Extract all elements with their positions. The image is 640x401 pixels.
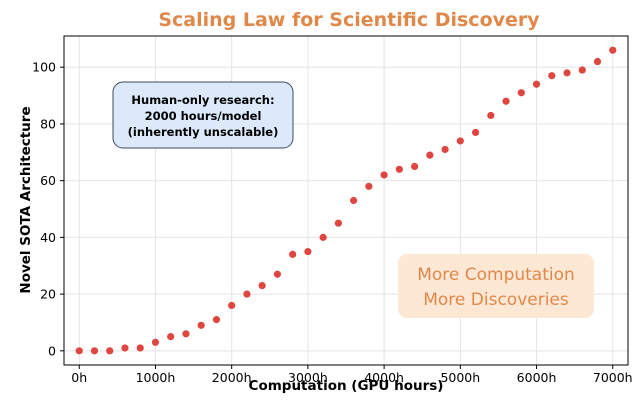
data-point: [121, 344, 129, 352]
annotations: Human-only research: 2000 hours/model (i…: [112, 81, 594, 318]
callout-more-computation: More Computation More Discoveries: [398, 254, 594, 318]
x-tick-label: 5000h: [440, 370, 480, 385]
data-point: [167, 333, 175, 341]
x-tick-label: 6000h: [517, 370, 557, 385]
data-point: [578, 66, 586, 74]
chart-title: Scaling Law for Scientific Discovery: [158, 9, 540, 31]
data-point: [563, 69, 571, 77]
data-point: [593, 57, 602, 66]
data-point: [212, 316, 221, 324]
y-tick-label: 100: [32, 60, 56, 75]
callout-human-only-line-1: Human-only research:: [131, 93, 274, 107]
data-point: [197, 321, 205, 329]
data-point: [106, 347, 114, 355]
data-point: [182, 330, 190, 338]
data-point: [517, 89, 525, 97]
data-point: [243, 290, 251, 298]
data-point: [136, 344, 144, 352]
callout-human-only-line-3: (inherently unscalable): [128, 125, 279, 139]
callout-more-computation-box: [398, 254, 594, 318]
data-point: [395, 165, 403, 173]
y-tick-label: 60: [40, 173, 56, 188]
y-tick-label: 40: [40, 230, 56, 245]
data-point: [471, 128, 480, 137]
y-tick-label: 80: [40, 116, 56, 131]
callout-human-only: Human-only research: 2000 hours/model (i…: [112, 81, 294, 149]
data-point: [365, 182, 373, 190]
x-tick-label: 0h: [71, 370, 87, 385]
callout-human-only-box: [112, 81, 294, 149]
plot-frame: [63, 35, 629, 366]
y-axis-label: Novel SOTA Architecture: [18, 106, 34, 293]
data-point: [334, 219, 342, 227]
y-tick-label: 20: [40, 287, 56, 302]
y-axis-ticks: 0 20 40 60 80 100: [32, 60, 64, 358]
x-axis-ticks: 0h 1000h 2000h 3000h 4000h 5000h 6000h 7000h: [71, 365, 633, 385]
x-axis-label: Computation (GPU hours): [249, 378, 444, 394]
data-point: [273, 270, 282, 278]
data-point: [426, 151, 434, 159]
data-point: [548, 72, 556, 80]
x-tick-label: 2000h: [212, 370, 252, 385]
data-point: [609, 46, 617, 54]
data-point: [410, 162, 419, 171]
x-tick-label: 4000h: [364, 370, 404, 385]
x-tick-label: 3000h: [288, 370, 328, 385]
data-point: [75, 347, 83, 355]
x-tick-label: 7000h: [593, 370, 633, 385]
data-point: [228, 301, 236, 310]
data-point: [258, 281, 266, 290]
data-point: [502, 97, 510, 105]
data-point: [304, 247, 312, 256]
data-point: [319, 233, 327, 241]
data-point: [441, 145, 449, 154]
data-point: [487, 111, 495, 120]
data-point: [532, 80, 541, 88]
data-point: [456, 137, 464, 145]
data-point: [380, 171, 388, 179]
callout-human-only-line-2: 2000 hours/model: [145, 109, 262, 123]
y-tick-label: 0: [48, 343, 56, 358]
callout-more-computation-line-2: More Discoveries: [423, 290, 569, 310]
data-point: [151, 338, 160, 346]
data-point: [289, 250, 297, 258]
x-tick-label: 1000h: [136, 370, 176, 385]
callout-more-computation-line-1: More Computation: [417, 265, 575, 285]
data-point: [90, 347, 99, 355]
data-points: [75, 46, 617, 355]
data-point: [350, 196, 358, 205]
